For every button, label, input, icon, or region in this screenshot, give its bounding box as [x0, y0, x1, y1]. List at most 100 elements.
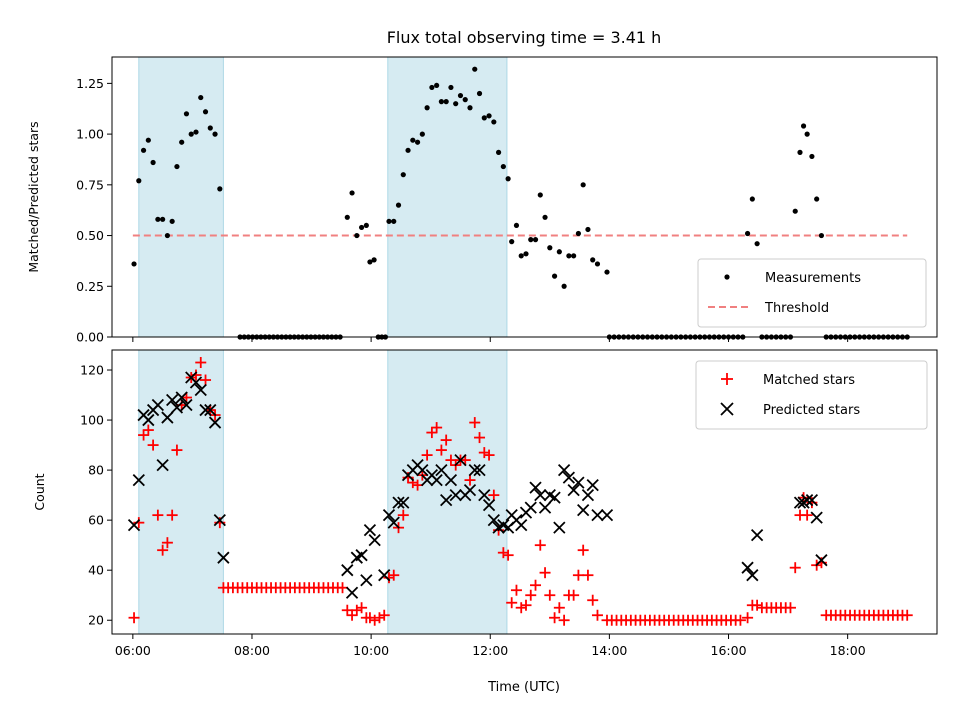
matched-stars-point	[544, 589, 556, 601]
predicted-stars-point	[815, 554, 828, 567]
measurement-point	[354, 232, 360, 239]
matched-stars-point	[166, 509, 178, 521]
matched-stars-point	[734, 614, 746, 626]
chart-title: Flux total observing time = 3.41 h	[387, 28, 662, 47]
measurement-point	[749, 196, 755, 202]
measurement-point	[566, 253, 572, 259]
matched-stars-point	[502, 549, 514, 561]
matched-stars-point	[133, 517, 145, 529]
predicted-stars-point	[378, 569, 391, 582]
x-tick-label: 16:00	[711, 643, 747, 658]
predicted-stars-point	[132, 473, 145, 487]
measurement-point	[486, 113, 492, 119]
measurement-point	[814, 196, 820, 202]
top-y-axis-label: Matched/Predicted stars	[26, 121, 41, 272]
predicted-stars-point	[805, 493, 819, 507]
x-tick-label: 12:00	[472, 643, 508, 658]
matched-stars-point	[378, 609, 390, 621]
measurement-point	[217, 186, 223, 192]
matched-stars-point	[195, 357, 207, 369]
predicted-stars-point	[170, 401, 184, 414]
matched-stars-point	[572, 569, 584, 581]
measurement-point	[405, 147, 411, 153]
matched-stars-point	[364, 612, 376, 624]
matched-stars-point	[784, 602, 796, 614]
matched-stars-point	[397, 509, 409, 521]
predicted-stars-point	[553, 521, 566, 534]
measurement-point	[590, 257, 596, 263]
matched-stars-point	[549, 612, 561, 624]
matched-stars-point	[539, 567, 551, 579]
matched-stars-point	[421, 449, 433, 461]
predicted-stars-point	[577, 504, 590, 517]
measurement-point	[495, 149, 502, 155]
predicted-stars-point	[217, 551, 230, 564]
matched-stars-point	[152, 509, 164, 521]
measurement-point	[800, 123, 807, 129]
measurement-point	[476, 90, 483, 97]
predicted-stars-point	[581, 488, 595, 502]
matched-stars-point	[577, 544, 589, 556]
y-tick-label: 20	[88, 613, 104, 628]
matched-stars-point	[351, 604, 363, 616]
measurement-point	[528, 237, 534, 243]
legend-matched-label: Matched stars	[763, 373, 855, 388]
bottom-legend-box	[695, 360, 928, 430]
matched-stars-point	[171, 444, 183, 456]
matched-stars-point	[520, 599, 532, 611]
measurement-point	[585, 226, 591, 233]
matched-stars-point	[445, 454, 457, 466]
matched-stars-point	[591, 609, 603, 621]
measurement-point	[140, 147, 147, 153]
measurement-point	[491, 119, 497, 125]
matched-stars-point	[435, 444, 447, 456]
bottom-plot-frame	[111, 349, 938, 635]
measurement-point	[202, 109, 209, 115]
predicted-stars-point	[175, 391, 188, 404]
matched-stars-point	[200, 374, 212, 386]
measurement-point	[136, 178, 142, 184]
matched-stars-point	[440, 434, 452, 446]
predicted-stars-point	[746, 569, 759, 582]
measurement-point	[169, 218, 175, 224]
measurement-point	[131, 261, 137, 267]
legend-predicted-label: Predicted stars	[763, 403, 860, 418]
matched-stars-point	[161, 537, 173, 549]
measurement-point	[414, 139, 421, 145]
predicted-stars-point	[534, 488, 547, 502]
x-tick-label: 08:00	[234, 643, 270, 658]
predicted-stars-point	[127, 519, 141, 532]
top-legend-box	[697, 258, 927, 328]
predicted-stars-point	[345, 586, 359, 599]
predicted-stars-point	[397, 496, 410, 509]
y-tick-label: 0.00	[76, 330, 104, 345]
matched-stars-point	[558, 614, 570, 626]
predicted-stars-point	[586, 478, 599, 492]
y-tick-label: 0.75	[76, 177, 104, 192]
predicted-stars-point	[473, 463, 486, 477]
predicted-stars-point	[161, 411, 174, 424]
predicted-stars-point	[567, 483, 580, 497]
measurement-point	[754, 241, 760, 247]
matched-stars-point	[341, 604, 353, 616]
matched-stars-point	[488, 489, 500, 501]
predicted-stars-point	[562, 471, 576, 484]
measurement-point	[580, 182, 586, 188]
predicted-stars-point	[524, 501, 537, 514]
matched-stars-point	[582, 569, 594, 581]
matched-stars-point	[383, 572, 395, 584]
measurement-point	[386, 218, 392, 224]
y-tick-label: 40	[88, 563, 104, 578]
bottom-legend: Matched stars Predicted stars	[695, 360, 928, 430]
measurement-point	[818, 232, 825, 239]
predicted-stars-point	[355, 549, 368, 562]
matched-stars-point	[142, 424, 154, 436]
measurement-point	[509, 239, 515, 245]
measurement-point	[472, 66, 478, 72]
measurement-point	[212, 131, 218, 137]
measurement-point	[556, 249, 562, 255]
shaded-interval	[138, 349, 224, 635]
predicted-stars-point	[478, 488, 491, 502]
predicted-stars-point	[449, 488, 462, 502]
